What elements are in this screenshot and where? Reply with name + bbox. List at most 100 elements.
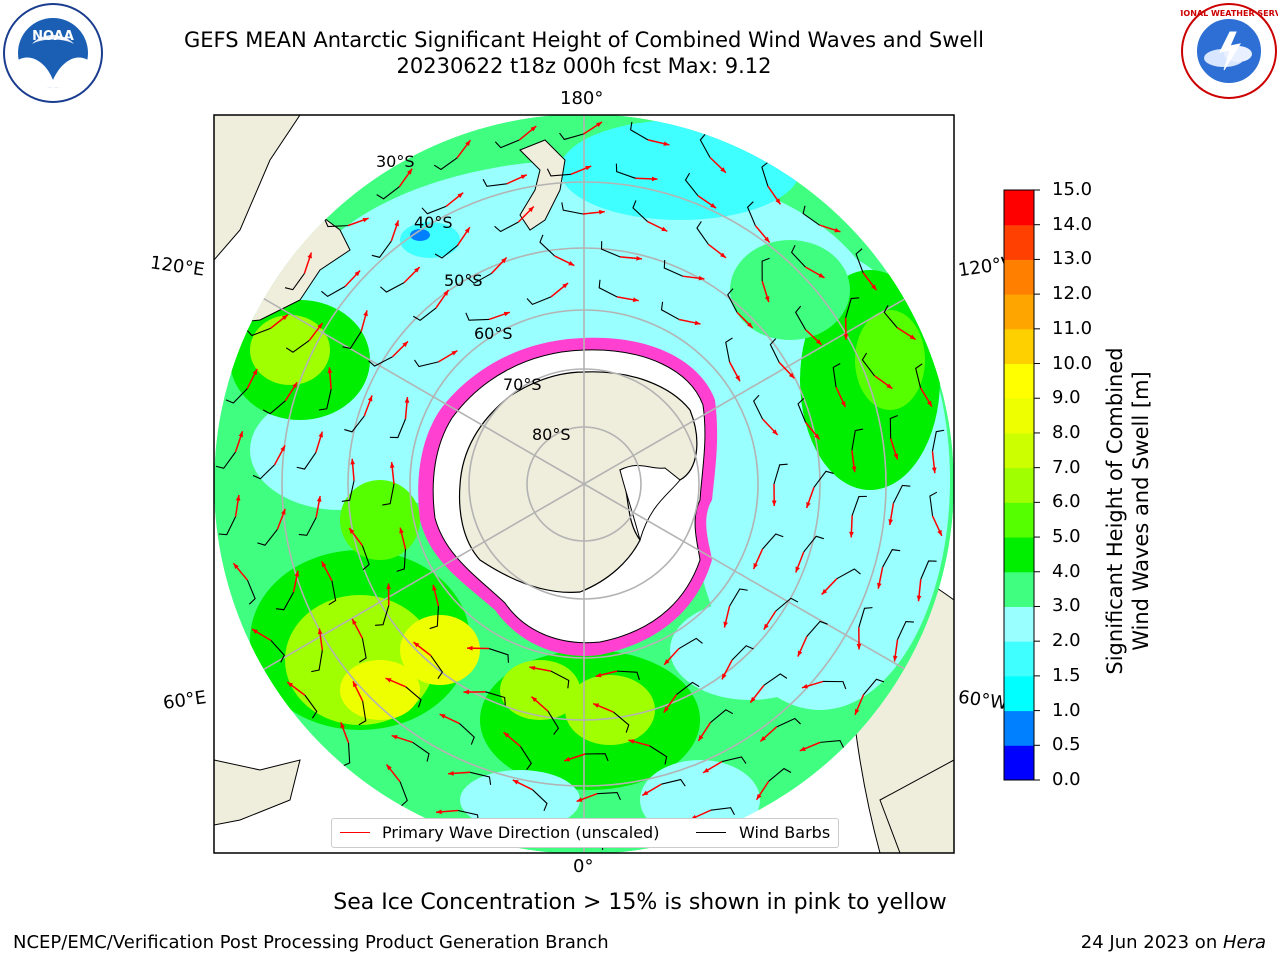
wind-barb [861,352,875,377]
wave-arrow-head [287,682,294,688]
wind-barb [494,139,520,149]
wind-barb [710,709,734,723]
colorbar-segment [1004,259,1034,295]
colorbar-segment [1004,675,1034,712]
colorbar-segment [1004,537,1034,573]
wind-barb [430,655,444,679]
wind-barb [257,529,278,546]
wind-barb [725,337,733,362]
wave-arrow-head [892,655,898,662]
wind-barb [761,161,769,187]
wind-barb [613,711,630,733]
wind-barb [433,157,458,171]
colorbar-tick-label: 7.0 [1052,456,1081,478]
wave-arrow-head [893,453,898,460]
wave-arrow-head [528,206,534,213]
nws-logo-text: NATIONAL WEATHER SERVICE [1180,9,1278,18]
wave-arrow-head [593,703,600,708]
wind-barb [802,205,820,226]
wind-barb [776,717,802,728]
wind-barb [615,163,636,179]
colorbar-tick-label: 14.0 [1052,213,1093,235]
wind-barb [768,767,792,782]
chart-subtitle: 20230622 t18z 000h fcst Max: 9.12 [396,54,772,78]
footer-date-text: 24 Jun 2023 on [1080,932,1223,953]
wave-arrow-head [720,167,726,173]
wave-arrow-head [407,168,413,175]
wave-arrow-head [318,431,323,438]
wave-arrow-head [886,383,893,389]
wind-barb [368,356,393,367]
colorbar-segment [1004,363,1034,399]
wave-arrow-head [404,397,410,403]
wave-arrow-head [439,714,446,719]
wind-barb [882,549,901,568]
wave-arrow-head [367,395,373,402]
wave-arrow-head [238,431,243,438]
wind-barb [863,678,885,695]
wave-arrow-head [703,767,710,773]
wave-arrow-head [530,126,537,132]
wind-barb [851,495,867,516]
wave-arrow-head [851,466,857,473]
wind-barb [520,746,532,771]
wind-barb [539,234,555,257]
wind-barb [429,606,440,630]
wind-barb [832,363,841,388]
wind-barb [547,710,560,735]
land-africa-south [214,759,301,826]
wave-arrow-head [402,341,408,347]
wave-arrow-head [698,735,704,741]
wind-barb [318,389,332,411]
wind-barb [915,363,923,388]
wave-arrow-head [307,252,312,259]
colorbar-tick-label: 11.0 [1052,317,1093,339]
wave-arrow-head [501,257,507,264]
wind-barb [482,178,507,187]
wind-barb [389,418,406,439]
wind-barb [790,244,806,268]
colorbar-tick-label: 9.0 [1052,387,1081,409]
wind-barb [376,186,400,200]
wave-arrow-head [663,141,670,146]
colorbar-segment [1004,328,1034,365]
wave-arrow-head [352,681,358,688]
wind-barb [561,202,583,215]
wave-arrow-head [663,706,669,713]
wave-arrow-head [362,217,369,223]
wind-barb [371,240,392,258]
wave-arrow-head [562,283,569,289]
wave-arrow-head [723,621,728,628]
wind-barb [929,491,938,516]
wave-arrow-head [280,445,286,452]
wind-barb [469,771,492,785]
wave-arrow-head [282,314,288,321]
noaa-logo-text: NOAA [32,29,74,44]
colorbar-tick-label: 0.5 [1052,734,1081,756]
wave-arrow-head [856,643,862,650]
wave-arrow-head [463,689,470,695]
wind-barb [324,218,348,228]
wind-barb [600,241,621,258]
land-australia-west [214,115,301,261]
wind-barb [284,273,305,291]
wave-arrow-head [576,797,583,802]
wave-arrow-head [531,696,538,703]
wave-arrow-head [520,174,527,180]
wave-arrow-head [753,563,758,570]
colorbar-segment [1004,294,1034,330]
wind-barb [382,483,395,506]
wave-arrow-head [916,595,922,602]
wave-arrow-head [457,192,464,198]
colorbar-tick-label: 3.0 [1052,595,1081,617]
wind-barb [585,753,609,762]
wave-arrow-head [529,665,536,671]
colorbar-segment [1004,224,1034,260]
lat-label-70s: 70°S [503,375,542,394]
wave-arrow-head [764,236,770,243]
wave-arrow-head [350,458,355,465]
wind-barb [412,307,437,321]
wave-arrow-head [806,502,811,509]
wave-arrow-head [694,320,701,326]
wind-barb [806,620,828,637]
